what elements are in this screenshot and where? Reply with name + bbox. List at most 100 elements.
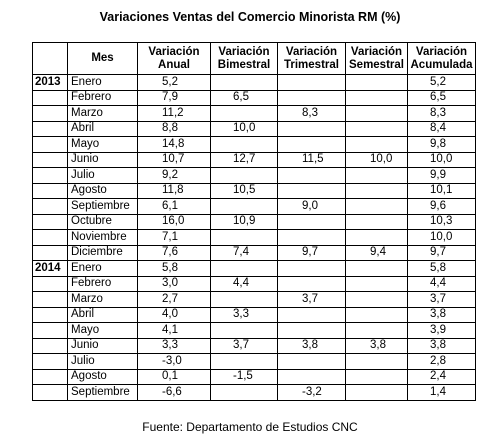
table-body: 2013 Enero 5,2 5,2 Febrero 7,9 6,5 6,5 Marzo 11,2… — [32, 74, 476, 401]
table-cell — [277, 136, 346, 153]
table-cell — [32, 182, 68, 199]
table-cell: 3,3 — [137, 337, 211, 354]
table-cell — [210, 136, 278, 153]
table-row: Abril 8,8 10,0 8,4 — [32, 120, 476, 137]
table-cell — [32, 384, 68, 401]
table-cell: Mayo — [67, 136, 138, 153]
table-cell: Julio — [67, 353, 138, 370]
table-row: 2013 Enero 5,2 5,2 — [32, 74, 476, 91]
table-cell: Octubre — [67, 213, 138, 230]
table-cell — [32, 368, 68, 385]
table-cell: 8,3 — [407, 105, 476, 122]
table-cell: 3,9 — [407, 322, 476, 339]
table-cell — [277, 213, 346, 230]
table-cell: 10,7 — [137, 151, 211, 168]
table-cell: Enero — [67, 260, 138, 277]
table-cell: 3,7 — [407, 291, 476, 308]
table-cell — [345, 213, 408, 230]
table-cell — [32, 167, 68, 184]
table-cell: 10,0 — [407, 229, 476, 246]
table-cell: Febrero — [67, 89, 138, 106]
table-cell: 10,0 — [210, 120, 278, 137]
table-cell: 14,8 — [137, 136, 211, 153]
table-row: Agosto 11,8 10,5 10,1 — [32, 182, 476, 199]
table-cell — [345, 353, 408, 370]
table-cell: 2,8 — [407, 353, 476, 370]
table-cell: Abril — [67, 306, 138, 323]
table-cell: Septiembre — [67, 198, 138, 215]
header-cell: Variación Bimestral — [210, 42, 278, 75]
table-cell — [32, 198, 68, 215]
table-row: Febrero 7,9 6,5 6,5 — [32, 89, 476, 106]
table-cell: 3,3 — [210, 306, 278, 323]
table-cell: 7,9 — [137, 89, 211, 106]
table-row: Julio -3,0 2,8 — [32, 353, 476, 370]
table-cell: 3,0 — [137, 275, 211, 292]
table-cell: -3,0 — [137, 353, 211, 370]
table-cell: 9,2 — [137, 167, 211, 184]
table-cell — [210, 291, 278, 308]
table-cell: 4,1 — [137, 322, 211, 339]
table-cell: 10,0 — [407, 151, 476, 168]
table-cell: 11,5 — [277, 151, 346, 168]
table-cell: 5,8 — [137, 260, 211, 277]
table-cell: 3,8 — [277, 337, 346, 354]
table-cell: 3,7 — [277, 291, 346, 308]
table-cell — [32, 291, 68, 308]
table-cell: Marzo — [67, 291, 138, 308]
table-row: Septiembre 6,1 9,0 9,6 — [32, 198, 476, 215]
table-row: Diciembre 7,6 7,4 9,7 9,4 9,7 — [32, 244, 476, 261]
table-cell — [32, 136, 68, 153]
table-cell — [277, 167, 346, 184]
header-cell: Variación Trimestral — [277, 42, 346, 75]
table-cell — [210, 229, 278, 246]
table-cell — [210, 353, 278, 370]
table-cell: Diciembre — [67, 244, 138, 261]
table-row: Noviembre 7,1 10,0 — [32, 229, 476, 246]
table-cell: Noviembre — [67, 229, 138, 246]
table-cell — [345, 368, 408, 385]
table-cell — [210, 74, 278, 91]
table-row: Febrero 3,0 4,4 4,4 — [32, 275, 476, 292]
table-cell: 2013 — [32, 74, 68, 91]
table-row: Junio 3,3 3,7 3,8 3,8 3,8 — [32, 337, 476, 354]
table-cell — [277, 306, 346, 323]
table-cell: 0,1 — [137, 368, 211, 385]
table-cell — [277, 120, 346, 137]
table-cell: 9,6 — [407, 198, 476, 215]
table-cell — [277, 89, 346, 106]
table-cell: 10,5 — [210, 182, 278, 199]
table-cell: 4,4 — [407, 275, 476, 292]
table-cell: 3,8 — [407, 306, 476, 323]
table-cell — [210, 322, 278, 339]
table-cell: 1,4 — [407, 384, 476, 401]
table-cell — [210, 260, 278, 277]
table-cell — [277, 353, 346, 370]
table-cell: 10,9 — [210, 213, 278, 230]
table-cell — [277, 368, 346, 385]
header-cell: Variación Acumulada — [407, 42, 476, 75]
table-cell — [32, 244, 68, 261]
table-cell: Agosto — [67, 368, 138, 385]
table-cell: 10,1 — [407, 182, 476, 199]
table-cell: -6,6 — [137, 384, 211, 401]
table-cell: 11,8 — [137, 182, 211, 199]
table-cell: 8,3 — [277, 105, 346, 122]
table-cell: 3,7 — [210, 337, 278, 354]
table-cell — [32, 213, 68, 230]
table-cell — [345, 260, 408, 277]
table-cell: Junio — [67, 337, 138, 354]
table-cell: Mayo — [67, 322, 138, 339]
table-cell: Julio — [67, 167, 138, 184]
table-row: Octubre 16,0 10,9 10,3 — [32, 213, 476, 230]
table-cell — [345, 322, 408, 339]
table-cell: 7,4 — [210, 244, 278, 261]
table-cell: 9,4 — [345, 244, 408, 261]
table-cell: 5,2 — [137, 74, 211, 91]
table-cell: 6,5 — [210, 89, 278, 106]
table-cell: 7,6 — [137, 244, 211, 261]
table-cell — [277, 182, 346, 199]
table-cell — [277, 260, 346, 277]
table-cell — [345, 306, 408, 323]
table-cell: 8,4 — [407, 120, 476, 137]
